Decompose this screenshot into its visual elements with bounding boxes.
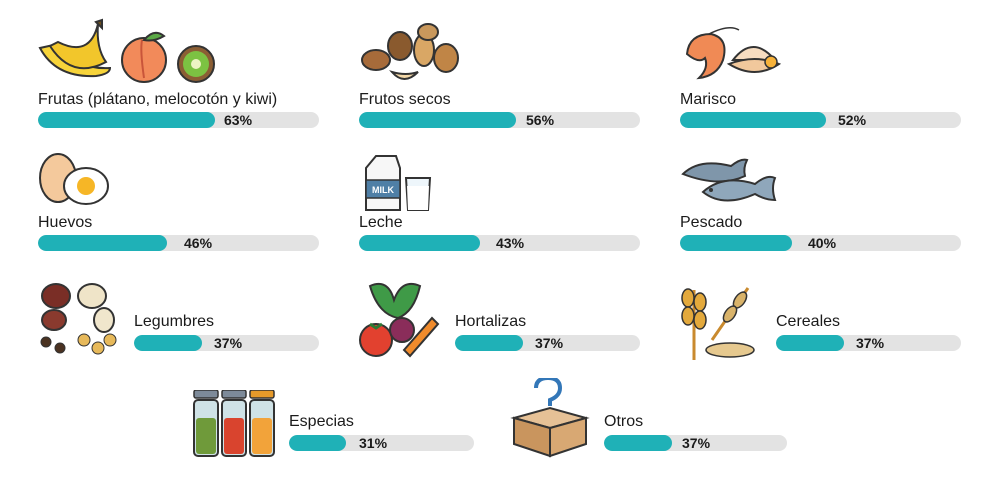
shellfish-icon [685, 27, 782, 80]
bar-fill [359, 112, 517, 128]
bar-track [289, 435, 474, 451]
value-label: 37% [856, 335, 885, 351]
item-label: Pescado [680, 214, 743, 231]
value-label: 37% [535, 335, 564, 351]
fish-icon [681, 158, 777, 202]
nuts-icon [361, 23, 459, 80]
item-label: Frutos secos [359, 91, 451, 108]
bar-fill [776, 335, 845, 351]
item-label: Otros [604, 413, 644, 430]
bar-fill [134, 335, 203, 351]
item-label: Marisco [680, 91, 737, 108]
item-label: Cereales [776, 313, 841, 330]
bar-track [455, 335, 640, 351]
box-question-icon [510, 378, 590, 458]
item-label: Especias [289, 413, 354, 430]
cereals-icon [681, 287, 755, 360]
value-label: 43% [496, 235, 525, 251]
value-label: 37% [214, 335, 243, 351]
milk-carton-text: MILK [372, 185, 394, 195]
value-label: 31% [359, 435, 388, 451]
item-label: Frutas (plátano, melocotón y kiwi) [38, 91, 278, 108]
bar-fill [604, 435, 672, 451]
value-label: 37% [682, 435, 711, 451]
bar-track [359, 235, 640, 251]
legumes-icon [40, 283, 117, 355]
bar-fill [680, 235, 793, 251]
bar-track [680, 112, 961, 128]
item-label: Huevos [38, 214, 93, 231]
item-label: Hortalizas [455, 313, 527, 330]
value-label: 46% [184, 235, 213, 251]
fruits-icon [38, 18, 215, 83]
milk-icon: MILK [365, 155, 432, 211]
bar-track [604, 435, 787, 451]
bar-track [134, 335, 319, 351]
vegetables-icon [359, 282, 440, 358]
value-label: 52% [838, 112, 867, 128]
bar-track [359, 112, 640, 128]
bar-fill [359, 235, 480, 251]
item-label: Legumbres [134, 313, 215, 330]
bar-fill [455, 335, 524, 351]
value-label: 56% [526, 112, 555, 128]
value-label: 63% [224, 112, 253, 128]
bar-track [776, 335, 961, 351]
bar-fill [38, 235, 168, 251]
bar-track [680, 235, 961, 251]
bar-fill [38, 112, 216, 128]
bar-fill [289, 435, 347, 451]
bar-track [38, 235, 319, 251]
value-label: 40% [808, 235, 837, 251]
spices-icon [193, 390, 275, 457]
bar-fill [680, 112, 827, 128]
item-label: Leche [359, 214, 403, 231]
eggs-icon [39, 153, 109, 205]
bar-track [38, 112, 319, 128]
